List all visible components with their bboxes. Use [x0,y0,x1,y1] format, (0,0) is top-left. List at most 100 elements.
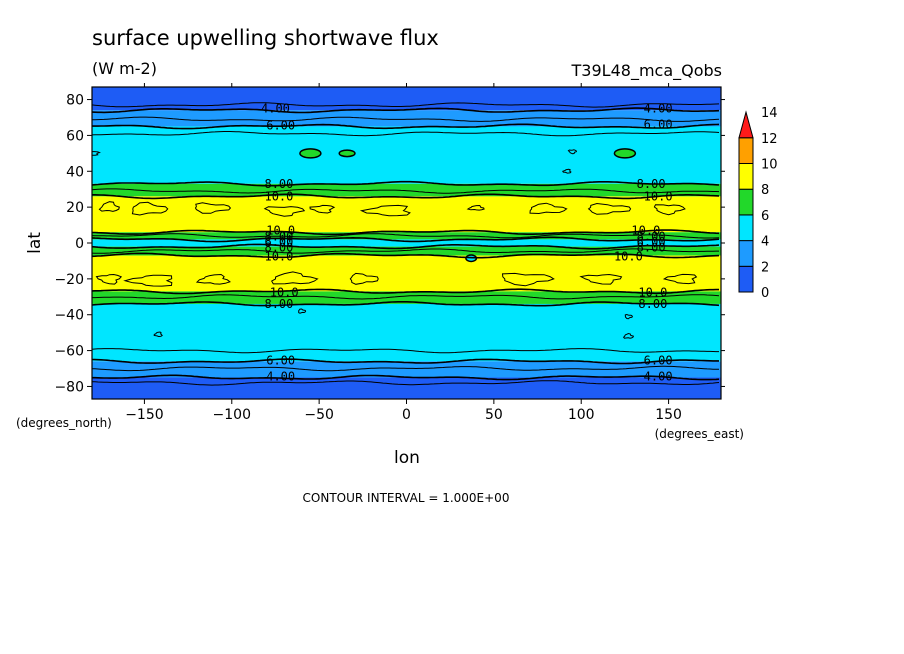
contour-line-11 [92,243,720,250]
colorbar-segment-1 [738,240,754,267]
contour-island-3 [263,206,306,217]
contour-label-10: 6.00 [264,235,293,249]
chart-units: (W m-2) [92,59,157,78]
contour-line-18 [92,358,719,365]
contour-lines [92,102,720,386]
contour-label-24: 6.00 [644,353,673,367]
contour-label-14: 8.00 [637,230,666,244]
band-4 [92,196,721,233]
y-tick-label-3: 20 [66,200,84,216]
colorbar-segment-2 [738,214,754,242]
contour-island-22 [567,149,577,155]
contour-island-16 [579,273,623,285]
contour-island-7 [529,202,568,215]
band-7 [92,246,721,256]
contour-label-7: 10.0 [644,189,673,203]
band-11 [92,361,721,378]
contour-label-0: 4.00 [261,102,290,116]
y-axis-ticks: 80 60 40 20 0 −20 −40 −60 −80 [54,93,725,395]
contour-label-4: 8.00 [264,177,293,191]
contour-label-13: 10.0 [631,223,660,237]
x-tick-label-0: −150 [125,407,163,423]
contour-island-0 [98,201,120,212]
contour-label-3: 6.00 [644,118,673,132]
contour-island-6 [466,204,485,211]
contour-islands [92,149,698,339]
colorbar-segment-3 [738,188,754,216]
contour-island-19 [622,332,635,339]
contour-island-2 [194,202,232,214]
contour-line-13 [92,252,720,259]
band-0 [92,87,721,111]
contour-island-18 [153,331,163,337]
chart-title: surface upwelling shortwave flux [92,26,439,50]
contour-label-20: 10.0 [638,285,667,299]
colorbar-tick-label-4: 8 [761,183,769,198]
contour-island-17 [662,273,698,285]
contour-label-8: 10.0 [266,223,295,237]
y-tick-label-2: 40 [66,164,84,180]
colorbar-tick-label-5: 10 [761,158,778,173]
contour-island-24 [562,168,572,174]
contour-label-23: 4.00 [266,370,295,384]
contour-line-9 [92,233,720,239]
colorbar-segment-4 [738,163,754,190]
contour-line-7 [92,193,720,200]
contour-line-12 [92,248,719,254]
x-axis-label: lon [394,448,420,468]
colorbar-segment-0 [738,265,754,293]
y-tick-label-6: −40 [54,308,84,324]
contour-label-18: 10.0 [270,285,299,299]
contour-line-21 [92,380,720,386]
patch-2 [613,148,637,159]
colorbar: 0 2 4 6 8 10 12 14 [738,106,778,301]
contour-line-6 [92,188,720,194]
x-tick-label-3: 0 [402,407,411,423]
y-axis-units: (degrees_north) [16,416,112,430]
contour-line-19 [92,365,719,372]
contour-label-11: 8.00 [264,240,293,254]
x-axis-ticks: −150 −100 −50 0 50 100 150 [125,83,682,423]
contour-label-9: 8.00 [264,230,293,244]
patch-1 [338,149,356,158]
contour-island-1 [131,201,169,216]
contour-line-1 [92,107,720,114]
x-tick-label-5: 100 [568,407,595,423]
contour-island-9 [653,204,686,216]
contour-label-15: 6.00 [637,235,666,249]
contour-line-4 [92,131,720,137]
contour-island-10 [95,273,123,285]
contour-label-1: 4.00 [644,102,673,116]
contour-interval: CONTOUR INTERVAL = 1.000E+00 [303,491,510,505]
y-tick-label-0: 80 [66,93,84,109]
y-tick-label-4: 0 [75,236,84,252]
x-axis-units: (degrees_east) [655,427,744,441]
contour-island-23 [92,151,101,156]
contour-label-6: 8.00 [637,177,666,191]
band-6 [92,239,721,247]
contour-label-21: 8.00 [638,297,667,311]
colorbar-tick-label-3: 6 [761,209,769,224]
contour-island-20 [298,308,307,314]
contour-label-19: 8.00 [264,297,293,311]
colorbar-tick-label-2: 4 [761,235,769,250]
x-tick-label-4: 50 [485,407,503,423]
contour-island-14 [349,272,379,285]
contour-line-10 [92,236,720,243]
band-10 [92,303,721,362]
contour-island-12 [195,273,231,285]
contour-island-15 [501,272,555,287]
contour-island-5 [359,204,411,217]
y-tick-label-7: −60 [54,344,84,360]
contour-island-4 [309,204,336,214]
run-label: T39L48_mca_Qobs [571,61,722,81]
contour-island-11 [123,274,173,287]
y-tick-label-5: −20 [54,272,84,288]
contour-island-8 [587,202,632,215]
colorbar-tick-label-1: 2 [761,260,769,275]
band-3 [92,183,721,197]
y-axis-label: lat [25,232,45,254]
y-tick-label-1: 60 [66,128,84,144]
x-tick-label-1: −100 [213,407,251,423]
colorbar-extend-arrow [738,110,754,139]
